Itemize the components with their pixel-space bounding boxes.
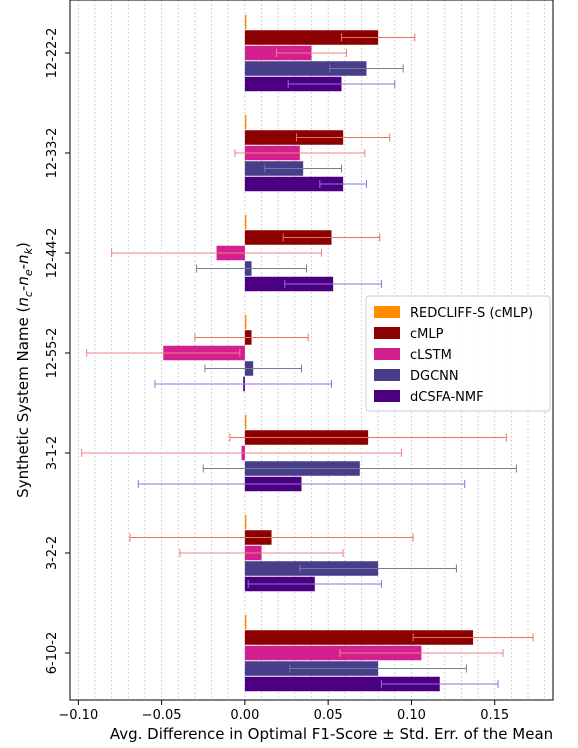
bar (244, 614, 247, 630)
legend-label: dCSFA-NMF (410, 390, 484, 405)
legend-items: REDCLIFF-S (cMLP) cMLP cLSTM DGCNN dCSFA-NMF (374, 306, 533, 405)
axis-ticks: 12-22-2 12-33-2 12-44-2 12-55-2 3-1-2 3-2-2 6-… (45, 28, 509, 723)
legend-box (365, 295, 551, 412)
y-tick-label: 12-44-2 (45, 228, 60, 279)
legend-swatch (374, 390, 400, 402)
bar (244, 30, 379, 45)
bar (244, 314, 247, 330)
y-tick-label: 3-1-2 (45, 436, 60, 470)
legend-swatch (374, 306, 400, 318)
bar (244, 645, 422, 661)
bar (244, 414, 247, 430)
x-tick-label: 0.15 (480, 708, 509, 723)
legend-swatch (374, 327, 400, 339)
x-tick-label: 0.00 (230, 708, 259, 723)
legend: REDCLIFF-S (cMLP) cMLP cLSTM DGCNN dCSFA-NMF (365, 295, 551, 412)
bar (244, 630, 474, 645)
x-tick-label: −0.10 (58, 708, 98, 723)
bar (244, 514, 247, 530)
y-tick-label: 3-2-2 (45, 536, 60, 570)
y-tick-label: 12-22-2 (45, 28, 60, 79)
x-axis-label: Avg. Difference in Optimal F1-Score ± St… (110, 725, 553, 743)
x-tick-label: 0.05 (314, 708, 343, 723)
bar (244, 61, 367, 76)
legend-swatch (374, 369, 400, 381)
grid-lines (77, 0, 546, 700)
error-bars (81, 33, 534, 688)
y-tick-label: 12-55-2 (45, 328, 60, 379)
legend-label: cLSTM (410, 348, 452, 363)
bar (244, 14, 247, 30)
legend-swatch (374, 348, 400, 360)
bar (244, 176, 344, 192)
legend-label: REDCLIFF-S (cMLP) (410, 306, 533, 321)
x-tick-label: −0.05 (142, 708, 182, 723)
legend-label: cMLP (410, 327, 444, 342)
x-tick-label: 0.10 (397, 708, 426, 723)
bar (244, 114, 247, 130)
bar (244, 130, 344, 145)
plot-frame (69, 0, 554, 701)
y-axis-label: Synthetic System Name (nc-ne-nk) (14, 242, 35, 498)
bar (244, 676, 440, 692)
y-tick-label: 6-10-2 (45, 632, 60, 674)
legend-label: DGCNN (410, 369, 459, 384)
bars (163, 14, 474, 692)
y-tick-label: 12-33-2 (45, 128, 60, 179)
bar (244, 214, 247, 230)
